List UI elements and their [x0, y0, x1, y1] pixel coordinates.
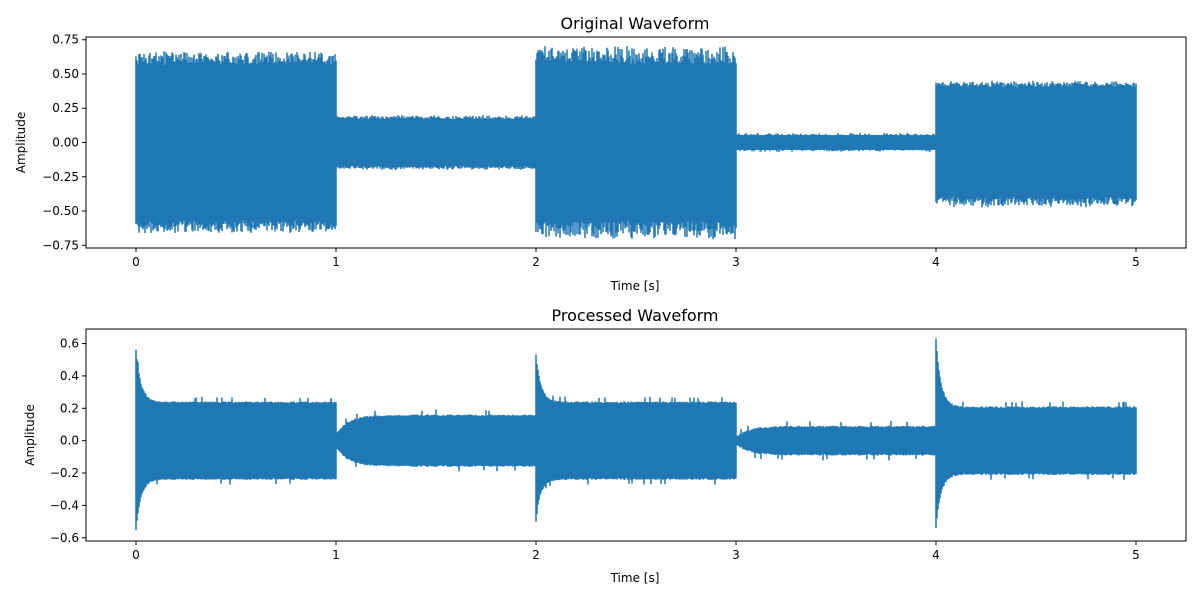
y-axis-label: Amplitude — [14, 112, 28, 174]
waveform-core-band — [536, 66, 736, 219]
y-tick-label: −0.4 — [50, 498, 79, 512]
x-tick-label: 5 — [1132, 255, 1140, 269]
waveform-core-band — [936, 89, 1136, 196]
y-tick-label: −0.6 — [50, 531, 79, 545]
y-tick-label: 0.25 — [52, 101, 79, 115]
y-tick-label: −0.50 — [42, 204, 79, 218]
waveform-core-band — [936, 410, 1136, 471]
y-axis-label: Amplitude — [23, 404, 37, 466]
waveform-core-band — [136, 406, 336, 476]
waveform-core-band — [736, 435, 936, 446]
original-waveform-panel: Original Waveform 0 1 2 3 4 5 −0.75 −0.50 −0.25… — [14, 14, 1187, 293]
waveform-core-band — [536, 406, 736, 476]
x-tick-label: 1 — [332, 548, 340, 562]
y-tick-label: 0.75 — [52, 33, 79, 47]
y-axis-ticks: −0.6 −0.4 −0.2 0.0 0.2 0.4 0.6 — [50, 337, 86, 545]
y-tick-label: 0.00 — [52, 136, 79, 150]
x-axis-ticks: 0 1 2 3 4 5 — [132, 248, 1140, 269]
x-tick-label: 2 — [532, 255, 540, 269]
x-axis-label: Time [s] — [610, 571, 660, 585]
processed-waveform-panel: Processed Waveform 0 1 2 3 4 5 −0.6 −0.4 −0.2 0.… — [23, 306, 1187, 585]
x-tick-label: 2 — [532, 548, 540, 562]
x-tick-label: 3 — [732, 548, 740, 562]
series-marks — [135, 338, 1137, 531]
waveform-core-band — [736, 135, 936, 150]
x-axis-label: Time [s] — [610, 279, 660, 293]
y-tick-label: −0.75 — [42, 238, 79, 252]
x-tick-label: 4 — [932, 255, 940, 269]
x-tick-label: 5 — [1132, 548, 1140, 562]
waveform-core-band — [336, 432, 536, 449]
y-tick-label: 0.0 — [60, 434, 79, 448]
x-axis-ticks: 0 1 2 3 4 5 — [132, 541, 1140, 562]
y-tick-label: 0.4 — [60, 369, 79, 383]
waveform-core-band — [336, 119, 536, 166]
x-tick-label: 3 — [732, 255, 740, 269]
y-tick-label: 0.50 — [52, 67, 79, 81]
chart-title: Original Waveform — [561, 14, 710, 33]
y-tick-label: 0.2 — [60, 401, 79, 415]
y-tick-label: −0.25 — [42, 170, 79, 184]
y-tick-label: 0.6 — [60, 337, 79, 351]
y-axis-ticks: −0.75 −0.50 −0.25 0.00 0.25 0.50 0.75 — [42, 33, 86, 252]
x-tick-label: 1 — [332, 255, 340, 269]
x-tick-label: 4 — [932, 548, 940, 562]
series-marks — [135, 46, 1137, 240]
x-tick-label: 0 — [132, 548, 140, 562]
chart-title: Processed Waveform — [552, 306, 719, 325]
y-tick-label: −0.2 — [50, 466, 79, 480]
waveform-core-band — [136, 67, 336, 218]
x-tick-label: 0 — [132, 255, 140, 269]
axes-frame — [85, 328, 1187, 542]
